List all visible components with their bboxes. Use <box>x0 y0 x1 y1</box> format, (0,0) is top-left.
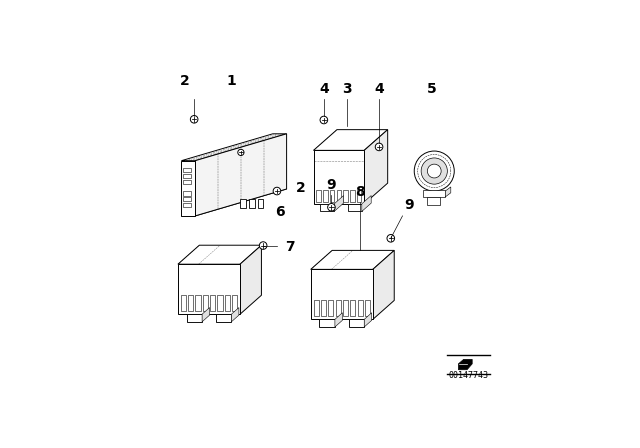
Bar <box>319 319 335 327</box>
Bar <box>350 190 355 202</box>
Bar <box>356 190 362 202</box>
Text: 6: 6 <box>275 205 285 220</box>
Bar <box>349 319 364 327</box>
Bar <box>188 295 193 311</box>
Bar <box>183 197 191 202</box>
Bar <box>216 314 232 322</box>
Circle shape <box>328 203 335 211</box>
Bar <box>358 301 363 316</box>
Bar <box>343 301 348 316</box>
Polygon shape <box>232 308 239 322</box>
Bar <box>241 199 246 208</box>
Text: 1: 1 <box>227 74 236 88</box>
Polygon shape <box>181 134 287 161</box>
Bar <box>328 301 333 316</box>
Circle shape <box>421 158 447 184</box>
Circle shape <box>428 164 441 178</box>
Bar <box>365 301 370 316</box>
Bar <box>203 295 208 311</box>
Polygon shape <box>202 308 209 322</box>
Polygon shape <box>334 195 344 211</box>
Text: 9: 9 <box>326 178 336 192</box>
Bar <box>232 295 237 311</box>
Polygon shape <box>362 195 371 211</box>
Polygon shape <box>458 359 472 370</box>
Circle shape <box>190 116 198 123</box>
Text: 4: 4 <box>374 82 384 96</box>
Circle shape <box>320 116 328 124</box>
Polygon shape <box>373 250 394 319</box>
Polygon shape <box>195 134 287 216</box>
Bar <box>350 301 355 316</box>
Text: 5: 5 <box>427 82 436 96</box>
Bar <box>180 295 186 311</box>
Bar <box>348 204 362 211</box>
Bar <box>183 191 191 195</box>
Polygon shape <box>314 129 388 151</box>
Bar <box>321 204 334 211</box>
Polygon shape <box>364 129 388 204</box>
Bar <box>249 199 255 208</box>
Bar <box>337 190 341 202</box>
Text: 9: 9 <box>404 198 413 212</box>
Bar <box>423 190 445 197</box>
Polygon shape <box>178 245 261 264</box>
Text: 2: 2 <box>180 74 189 88</box>
Text: 3: 3 <box>342 82 352 96</box>
Bar <box>330 190 335 202</box>
Polygon shape <box>181 161 195 216</box>
Bar <box>321 301 326 316</box>
Polygon shape <box>314 151 364 204</box>
Bar <box>183 180 191 184</box>
Polygon shape <box>181 189 287 216</box>
Polygon shape <box>364 313 372 327</box>
Circle shape <box>414 151 454 191</box>
Bar <box>335 301 340 316</box>
Polygon shape <box>445 187 451 197</box>
Bar <box>210 295 215 311</box>
Text: 2: 2 <box>296 181 305 195</box>
Circle shape <box>387 234 395 242</box>
Bar <box>183 168 191 172</box>
Text: 00147743: 00147743 <box>449 371 489 380</box>
Polygon shape <box>311 269 373 319</box>
Bar <box>187 314 202 322</box>
Polygon shape <box>311 250 394 269</box>
Polygon shape <box>335 313 342 327</box>
Circle shape <box>273 187 281 195</box>
Bar <box>314 301 319 316</box>
Circle shape <box>259 242 267 250</box>
Text: 7: 7 <box>285 240 294 254</box>
Bar <box>316 190 321 202</box>
Circle shape <box>375 143 383 151</box>
Bar <box>218 295 223 311</box>
Bar <box>428 197 440 205</box>
Circle shape <box>238 149 244 155</box>
Text: 8: 8 <box>355 185 365 198</box>
Bar <box>323 190 328 202</box>
Bar <box>343 190 348 202</box>
Bar <box>195 295 200 311</box>
Bar <box>258 199 263 208</box>
Bar <box>183 203 191 207</box>
Polygon shape <box>178 264 240 314</box>
Polygon shape <box>240 245 261 314</box>
Bar <box>183 174 191 178</box>
Bar <box>225 295 230 311</box>
Text: 4: 4 <box>319 82 329 96</box>
